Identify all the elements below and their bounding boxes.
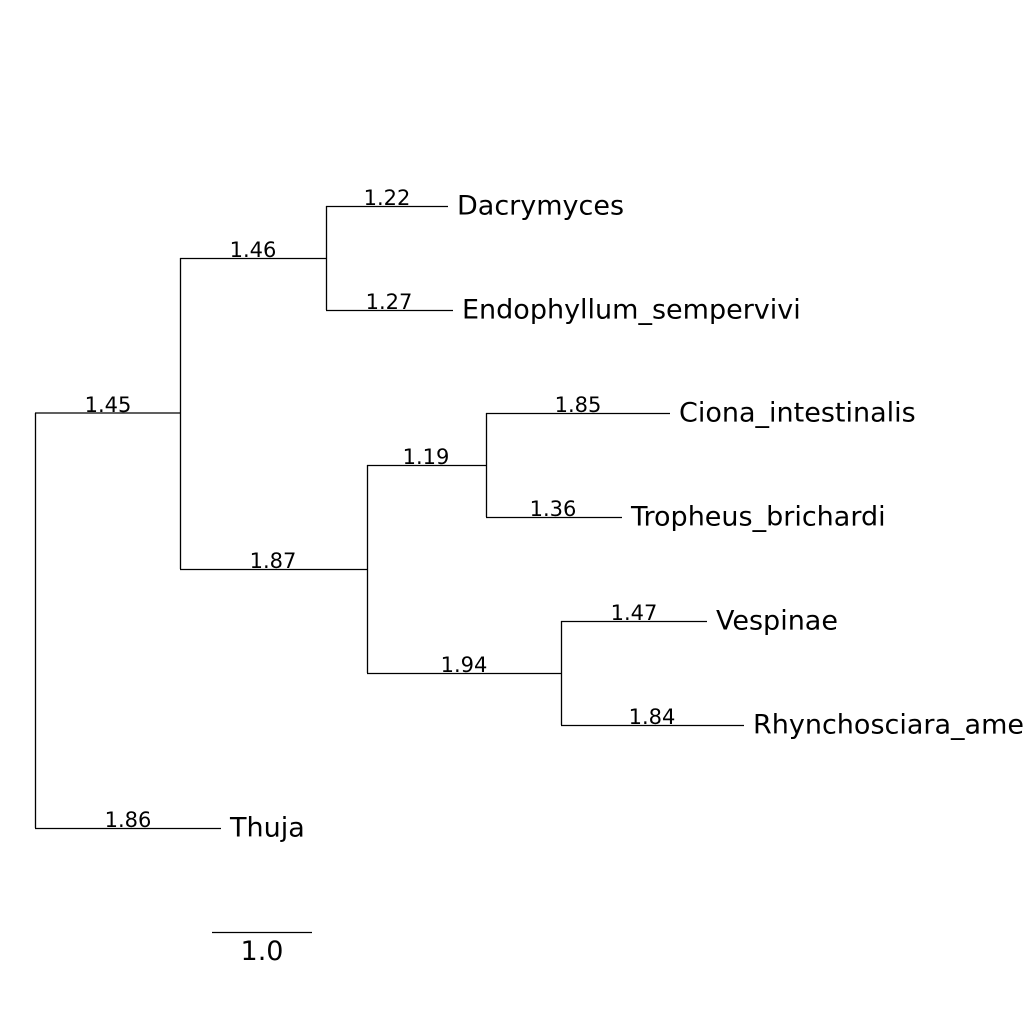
leaf-label-dacrymyces: Dacrymyces <box>457 191 624 222</box>
branch-length-clade-a2: 1.87 <box>250 549 297 573</box>
leaf-label-vespinae: Vespinae <box>716 606 838 637</box>
leaf-label-thuja: Thuja <box>229 813 305 844</box>
branch-length-dacrymyces: 1.22 <box>364 186 411 210</box>
branch-length-thuja: 1.86 <box>105 808 152 832</box>
leaf-label-tropheus: Tropheus_brichardi <box>630 502 886 533</box>
branch-length-clade-a1: 1.46 <box>230 238 277 262</box>
scale-bar-label: 1.0 <box>241 936 284 967</box>
branch-length-ciona: 1.85 <box>555 393 602 417</box>
branch-length-clade-a2b: 1.94 <box>441 653 488 677</box>
branch-length-vespinae: 1.47 <box>611 601 658 625</box>
branch-length-clade-a: 1.45 <box>85 393 132 417</box>
leaf-label-ciona: Ciona_intestinalis <box>679 398 916 429</box>
branch-length-endophyllum: 1.27 <box>366 290 413 314</box>
branch-length-tropheus: 1.36 <box>530 497 577 521</box>
leaf-label-rhynchosciara: Rhynchosciara_americana <box>753 710 1024 741</box>
leaf-label-endophyllum: Endophyllum_sempervivi <box>462 295 801 326</box>
branch-length-rhynchosciara: 1.84 <box>629 705 676 729</box>
branch-length-clade-a2a: 1.19 <box>403 445 450 469</box>
